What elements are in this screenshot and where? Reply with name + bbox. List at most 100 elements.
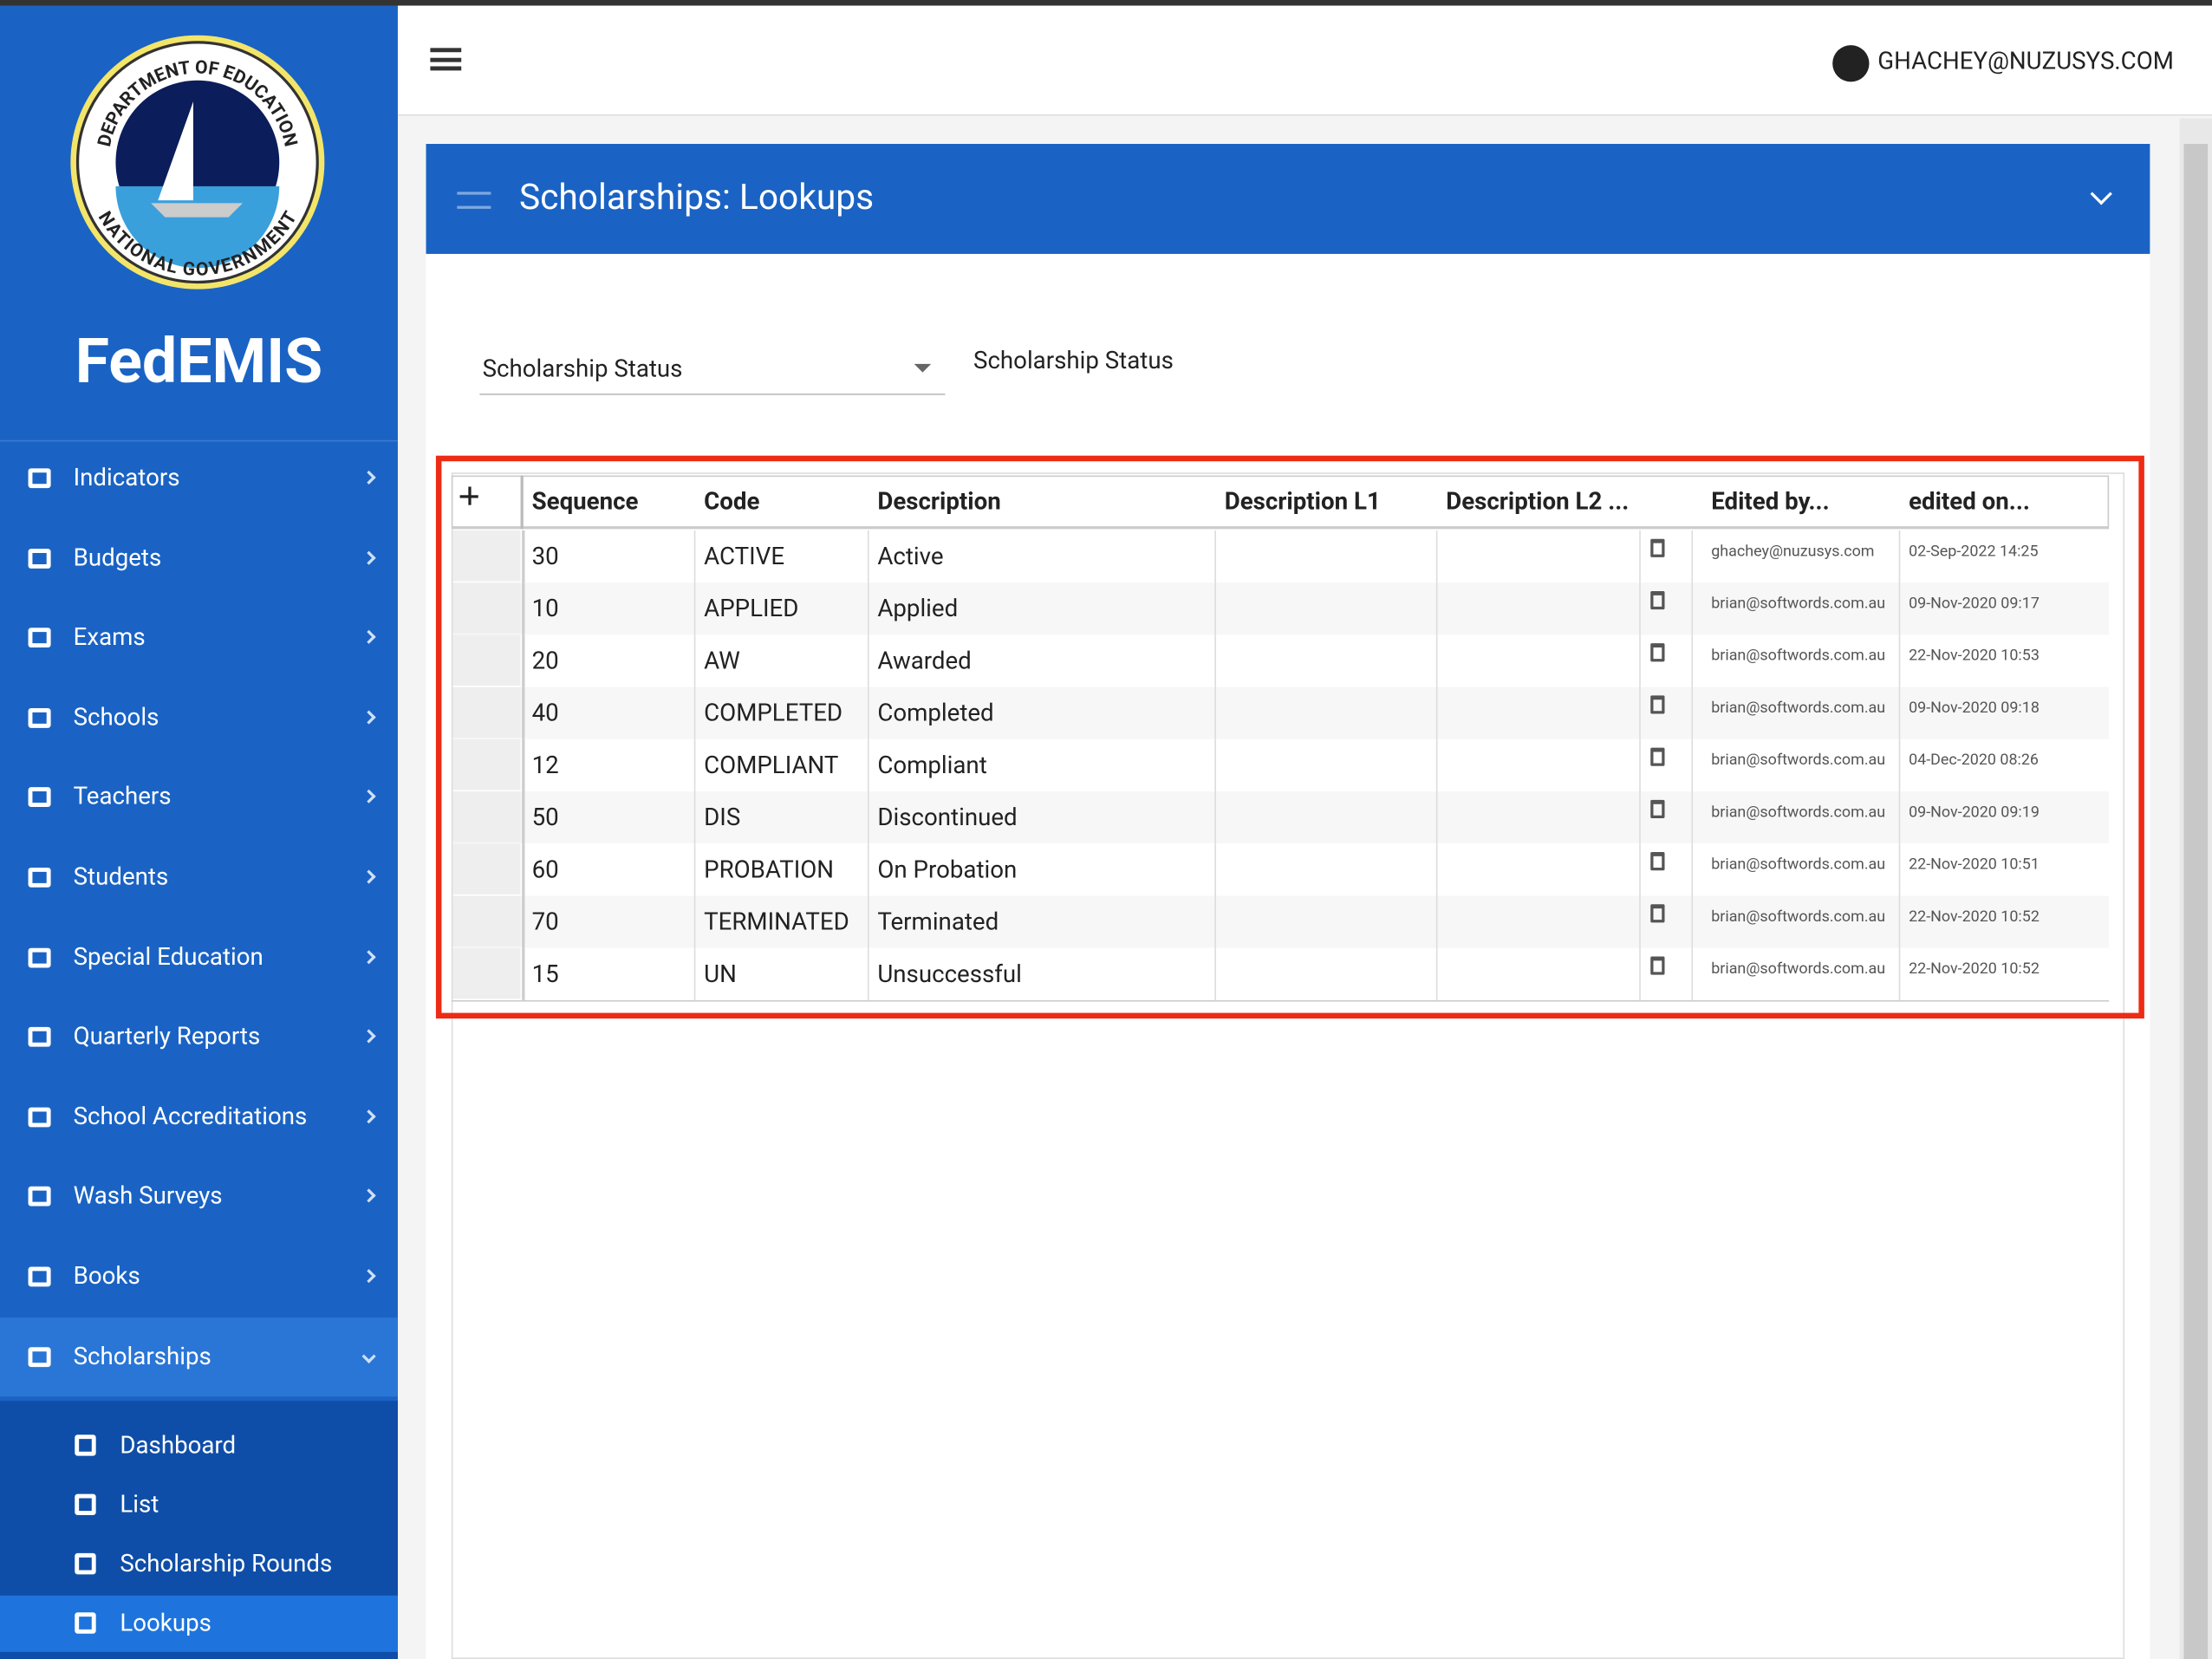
user-email[interactable]: GHACHEY@NUZUSYS.COM [1877, 48, 2174, 76]
cell-border [1639, 634, 1641, 687]
menu-item[interactable]: School Accreditations [0, 1077, 398, 1156]
table-cell: Unsuccessful [877, 960, 1022, 989]
menu-item[interactable]: Teachers [0, 758, 398, 837]
row-header[interactable] [452, 686, 521, 738]
delete-button[interactable] [1650, 538, 1665, 557]
menu-item[interactable]: Quarterly Reports [0, 998, 398, 1077]
menu-item[interactable]: Scholarships [0, 1317, 398, 1396]
table-cell: 15 [531, 960, 559, 989]
header-row [451, 475, 2110, 530]
table-cell: 04-Dec-2020 08:26 [1909, 750, 2039, 770]
column-header[interactable]: Sequence [531, 488, 639, 517]
menu-label: Students [73, 863, 169, 892]
menu-icon [28, 628, 51, 648]
cell-border [1214, 843, 1216, 896]
menu-item[interactable]: Books [0, 1237, 398, 1316]
chevron [361, 550, 376, 565]
row-header[interactable] [452, 843, 521, 895]
col-sep [520, 475, 524, 530]
row-header[interactable] [452, 738, 521, 790]
cell-border [867, 895, 869, 948]
column-header[interactable]: Description L2 ... [1446, 488, 1630, 517]
table-cell: 60 [531, 856, 559, 885]
cell-border [693, 634, 696, 687]
row-header[interactable] [452, 530, 521, 582]
cell-border [693, 947, 696, 1000]
cell-border [522, 947, 525, 1000]
column-header[interactable]: edited on... [1909, 488, 2030, 517]
cell-border [1639, 686, 1641, 739]
cell-border [693, 791, 696, 844]
table-cell: brian@softwords.com.au [1711, 803, 1886, 822]
submenu-item[interactable]: List [0, 1477, 398, 1533]
submenu-item[interactable]: Scholarship Rounds [0, 1536, 398, 1592]
table-row [451, 634, 2110, 687]
submenu-item[interactable]: Dashboard [0, 1418, 398, 1474]
cell-border [522, 791, 525, 844]
menu-icon [28, 867, 51, 888]
menu-icon [28, 468, 51, 489]
cell-border [1691, 686, 1694, 739]
cell-border [1691, 634, 1694, 687]
row-header[interactable] [452, 947, 521, 999]
column-header[interactable]: Description L1 [1224, 488, 1381, 517]
cell-border [1214, 791, 1216, 844]
cell-border [867, 947, 869, 1000]
delete-button[interactable] [1650, 747, 1665, 766]
delete-button[interactable] [1650, 799, 1665, 818]
delete-button[interactable] [1650, 695, 1665, 714]
add-row-button[interactable] [459, 486, 478, 505]
row-header[interactable] [452, 582, 521, 634]
table-row [451, 582, 2110, 635]
cell-border [1214, 582, 1216, 635]
menu-button[interactable] [430, 48, 462, 71]
cell-border [867, 738, 869, 792]
chevron [361, 630, 376, 645]
cell-border [1691, 738, 1694, 792]
submenu-item[interactable]: Lookups [0, 1595, 398, 1652]
menu-icon [28, 548, 51, 569]
submenu-icon [75, 1612, 96, 1634]
table-cell: brian@softwords.com.au [1711, 907, 1886, 926]
table-cell: Compliant [877, 751, 987, 781]
table-cell: COMPLETED [704, 699, 843, 728]
menu-item[interactable]: Indicators [0, 439, 398, 517]
scrollbar[interactable] [2179, 118, 2212, 1659]
menu-item[interactable]: Schools [0, 679, 398, 758]
menu-item[interactable]: Budgets [0, 518, 398, 597]
chevron [361, 710, 376, 725]
delete-button[interactable] [1650, 590, 1665, 610]
column-header[interactable]: Edited by... [1711, 488, 1830, 517]
cell-border [522, 582, 525, 635]
cell-border [522, 634, 525, 687]
row-header[interactable] [452, 791, 521, 843]
delete-button[interactable] [1650, 956, 1665, 975]
menu-item[interactable]: Wash Surveys [0, 1157, 398, 1236]
table-cell: PROBATION [704, 856, 835, 885]
cell-border [1898, 530, 1901, 583]
cell-border [1435, 895, 1438, 948]
lookup-select[interactable]: Scholarship Status [479, 339, 946, 395]
menu-item[interactable]: Exams [0, 598, 398, 677]
delete-button[interactable] [1650, 904, 1665, 923]
collapse-button[interactable] [2090, 183, 2112, 205]
cell-border [1898, 843, 1901, 896]
column-header[interactable]: Description [877, 488, 1001, 517]
user-icon [1832, 45, 1870, 82]
cell-border [867, 686, 869, 739]
delete-button[interactable] [1650, 643, 1665, 662]
chevron [361, 1109, 376, 1123]
table-cell: Applied [877, 595, 959, 624]
row-header[interactable] [452, 895, 521, 947]
column-header[interactable]: Code [704, 488, 760, 517]
menu-label: Budgets [73, 543, 162, 573]
delete-button[interactable] [1650, 852, 1665, 871]
chevron [361, 1029, 376, 1044]
menu-item[interactable]: Special Education [0, 918, 398, 997]
sidebar: DEPARTMENT OF EDUCATION NATIONAL GOVERNM… [0, 5, 398, 1659]
table-cell: Awarded [877, 647, 972, 676]
chevron [361, 869, 376, 884]
menu-item[interactable]: Students [0, 838, 398, 917]
row-header[interactable] [452, 634, 521, 686]
app-name: FedEMIS [75, 324, 323, 398]
